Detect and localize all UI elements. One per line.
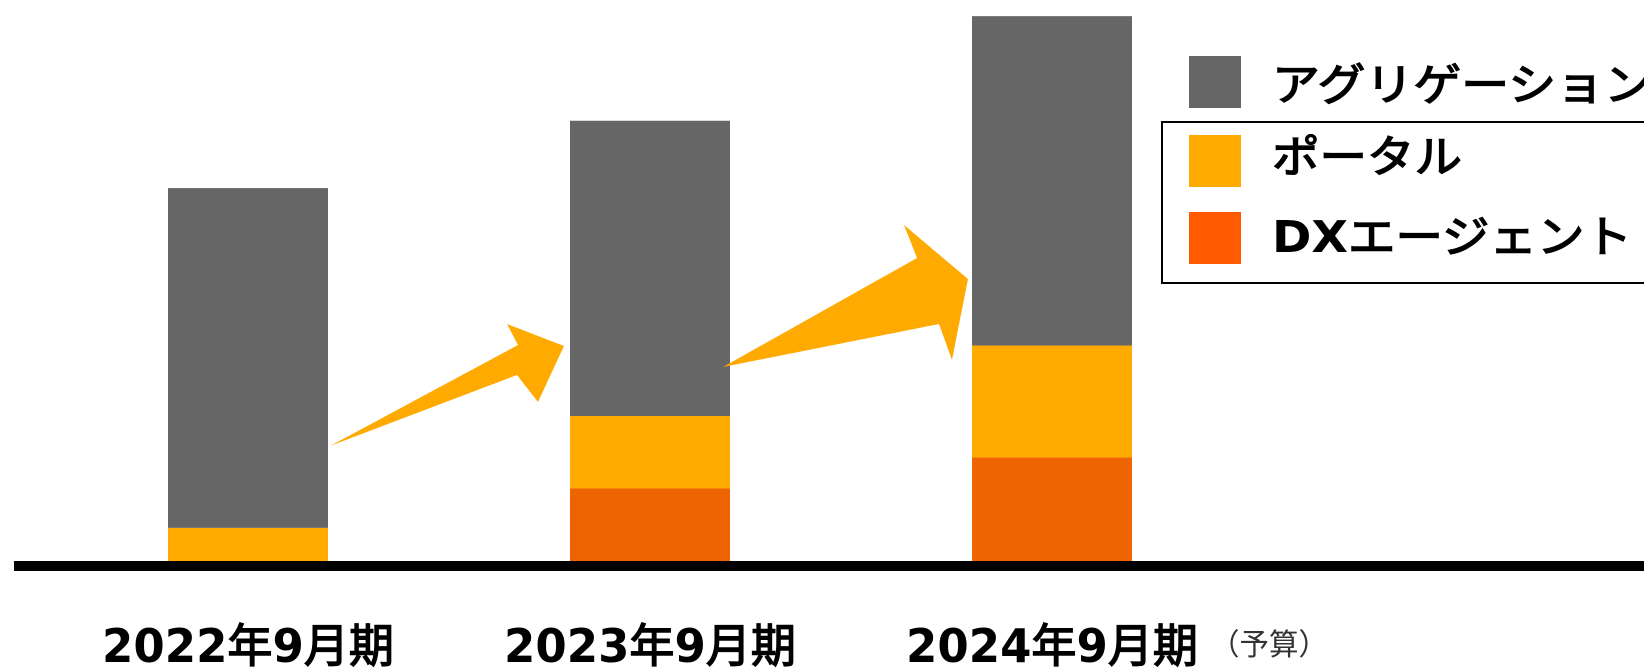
legend-label-3: DXエージェント [1272,212,1632,263]
legend-frame [1161,121,1644,284]
bar-segment-dx-2 [570,488,730,561]
x-tick-label-1: 2022年9月期 [102,619,394,670]
x-axis-tick-labels: 2022年9月期 2023年9月期 2024年9月期 （予算） [102,619,1328,670]
x-tick-label-2: 2023年9月期 [504,619,796,670]
growth-arrow-2 [723,225,968,367]
bar-segment-s1-2 [570,415,730,489]
bar-segment-dx-3 [972,457,1132,561]
bar-segment-s1-1 [168,527,328,561]
category-annotation-1: （予算） [1210,628,1328,663]
legend-swatch-1 [1189,56,1241,108]
bars-layer [168,16,1132,561]
bar-segment-s2-2 [570,120,730,416]
legend-label-1: アグリゲーション [1272,60,1644,111]
legend-swatch-3 [1189,212,1241,264]
legend-swatch-2 [1189,135,1241,187]
growth-arrows [330,225,968,446]
bar-segment-s1-3 [972,345,1132,458]
bar-segment-s2-3 [972,16,1132,346]
growth-arrow-1 [330,324,564,446]
legend-label-2: ポータル [1272,132,1462,183]
bar-segment-s2-1 [168,188,328,528]
x-tick-label-3: 2024年9月期 [906,619,1198,670]
